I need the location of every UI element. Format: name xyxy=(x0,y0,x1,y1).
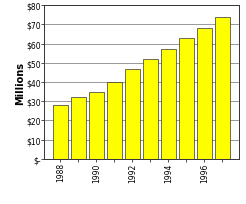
Bar xyxy=(197,29,212,159)
Bar xyxy=(143,60,158,159)
Bar xyxy=(89,92,104,159)
Bar xyxy=(125,69,140,159)
Bar xyxy=(179,39,194,159)
Bar xyxy=(161,50,176,159)
Y-axis label: Millions: Millions xyxy=(15,61,25,104)
Bar xyxy=(71,98,86,159)
Bar xyxy=(53,106,68,159)
Bar xyxy=(107,83,122,159)
Bar xyxy=(215,18,230,159)
